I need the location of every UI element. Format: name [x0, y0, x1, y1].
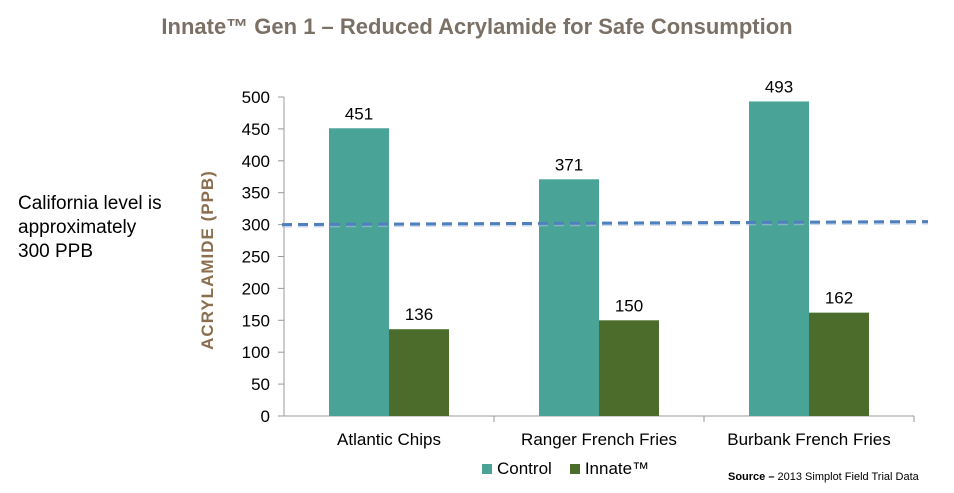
- legend-swatch-control: [482, 464, 492, 474]
- bar-chart: 0 50 100 150 200 250 300 350 400 450 500 451 136 Atla…: [0, 0, 954, 493]
- bar-control: [329, 128, 389, 416]
- data-label: 136: [405, 305, 433, 324]
- y-tick-label: 250: [242, 248, 270, 267]
- x-tick-label: Ranger French Fries: [521, 430, 677, 449]
- y-tick-label: 400: [242, 152, 270, 171]
- bar-innate: [809, 313, 869, 416]
- legend-item-control: Control: [482, 459, 552, 479]
- bar-innate: [599, 320, 659, 416]
- legend: Control Innate™: [482, 459, 649, 479]
- source-note: Source – 2013 Simplot Field Trial Data: [728, 471, 919, 483]
- data-label: 150: [615, 296, 643, 315]
- legend-swatch-innate: [570, 464, 580, 474]
- data-label: 371: [555, 155, 583, 174]
- y-tick-label: 300: [242, 216, 270, 235]
- y-tick-label: 50: [251, 375, 270, 394]
- data-label: 493: [765, 77, 793, 96]
- bar-innate: [389, 329, 449, 416]
- data-label: 162: [825, 289, 853, 308]
- x-tick-label: Burbank French Fries: [727, 430, 890, 449]
- legend-label-innate: Innate™: [585, 459, 649, 479]
- y-tick-label: 150: [242, 311, 270, 330]
- y-tick-label: 200: [242, 279, 270, 298]
- y-tick-label: 500: [242, 88, 270, 107]
- source-label: Source –: [728, 471, 774, 483]
- legend-label-control: Control: [497, 459, 552, 479]
- bar-control: [749, 101, 809, 416]
- legend-item-innate: Innate™: [570, 459, 649, 479]
- y-tick-label: 0: [261, 407, 270, 426]
- y-tick-label: 450: [242, 120, 270, 139]
- bar-control: [539, 179, 599, 416]
- y-tick-label: 100: [242, 343, 270, 362]
- x-tick-label: Atlantic Chips: [337, 430, 441, 449]
- data-label: 451: [345, 104, 373, 123]
- source-text: 2013 Simplot Field Trial Data: [778, 471, 919, 483]
- y-tick-label: 350: [242, 184, 270, 203]
